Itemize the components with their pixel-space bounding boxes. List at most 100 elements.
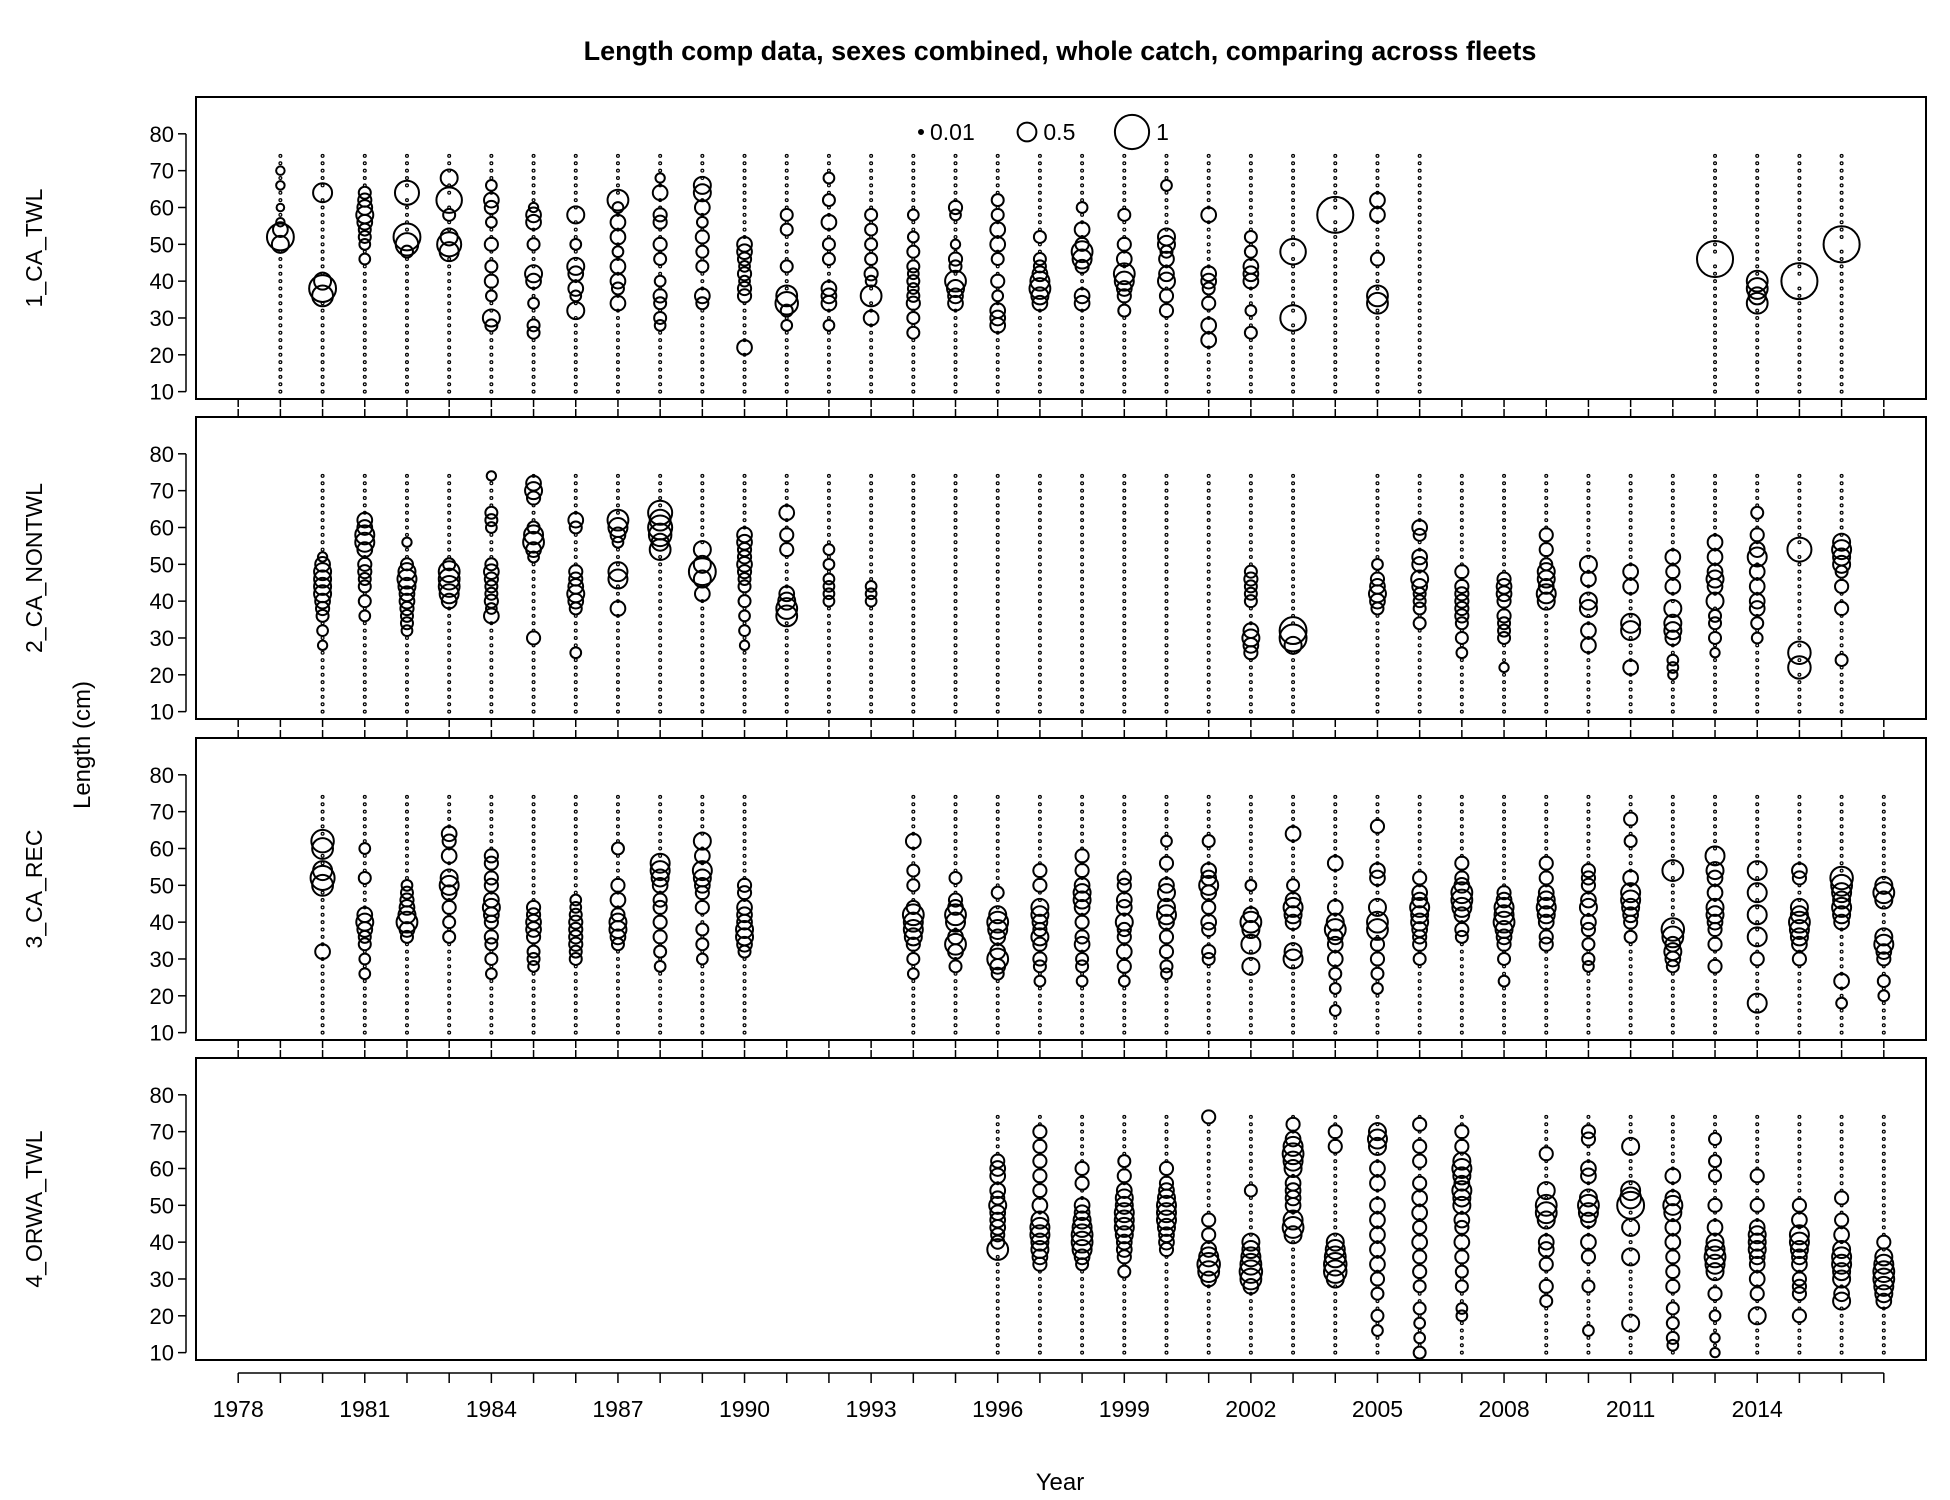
bubble xyxy=(1412,527,1427,542)
bubble xyxy=(742,212,747,217)
bubble xyxy=(1122,367,1127,372)
bubble xyxy=(1037,212,1042,217)
bubble xyxy=(1333,279,1338,284)
bubble xyxy=(1628,702,1633,707)
bubble xyxy=(1755,496,1760,501)
bubble xyxy=(1037,1284,1042,1289)
bubble xyxy=(1791,935,1808,953)
bubble xyxy=(742,694,747,699)
bubble xyxy=(742,315,747,320)
bubble xyxy=(742,382,747,387)
bubble xyxy=(1201,944,1217,960)
bubble xyxy=(1037,802,1042,807)
bubble xyxy=(1164,540,1169,545)
bubble xyxy=(1243,594,1258,609)
bubble xyxy=(911,481,916,486)
bubble xyxy=(1628,1343,1633,1348)
year-column-1997 xyxy=(1030,794,1050,1035)
bubble xyxy=(404,547,409,552)
bubble xyxy=(1755,249,1760,254)
bubble xyxy=(362,964,367,969)
bubble xyxy=(320,249,325,254)
bubble xyxy=(1291,161,1296,166)
bubble xyxy=(1498,661,1510,674)
bubble xyxy=(1580,921,1597,938)
bubble xyxy=(573,198,578,203)
bubble xyxy=(1417,315,1422,320)
bubble xyxy=(489,554,494,559)
bubble xyxy=(1417,665,1422,670)
bubble xyxy=(1832,1262,1852,1282)
bubble xyxy=(1713,1284,1718,1289)
bubble xyxy=(573,831,578,836)
bubble xyxy=(320,802,325,807)
bubble xyxy=(784,190,789,195)
bubble xyxy=(911,345,916,350)
bubble xyxy=(911,824,916,829)
bubble xyxy=(700,672,705,677)
bubble xyxy=(826,510,831,515)
bubble xyxy=(1326,899,1344,916)
bubble xyxy=(911,352,916,357)
bubble xyxy=(1072,890,1092,910)
bubble xyxy=(1797,1023,1802,1028)
year-column-1989 xyxy=(692,153,712,394)
bubble xyxy=(742,665,747,670)
bubble xyxy=(1459,979,1464,984)
bubble xyxy=(1037,176,1042,181)
bubble xyxy=(404,220,409,225)
bubble xyxy=(737,572,752,587)
bubble xyxy=(1206,824,1211,829)
bubble xyxy=(1755,220,1760,225)
bubble xyxy=(947,251,964,267)
bubble xyxy=(1417,205,1422,210)
bubble xyxy=(1291,227,1296,232)
bubble xyxy=(911,584,916,589)
bubble xyxy=(438,874,460,896)
bubble xyxy=(1333,1291,1338,1296)
bubble xyxy=(1291,205,1296,210)
bubble xyxy=(911,794,916,799)
bubble xyxy=(1113,270,1135,292)
bubble xyxy=(1713,249,1718,254)
bubble xyxy=(742,1008,747,1013)
bubble xyxy=(1371,557,1384,571)
bubble xyxy=(362,824,367,829)
bubble xyxy=(1417,702,1422,707)
bubble xyxy=(1375,1015,1380,1020)
bubble xyxy=(1122,374,1127,379)
bubble xyxy=(362,694,367,699)
bubble xyxy=(1037,1023,1042,1028)
bubble xyxy=(1366,910,1389,934)
bubble xyxy=(1459,473,1464,478)
bubble xyxy=(404,694,409,699)
bubble xyxy=(1037,389,1042,394)
bubble xyxy=(275,165,286,176)
year-column-2003 xyxy=(1281,1114,1305,1355)
bubble xyxy=(1839,212,1844,217)
bubble xyxy=(1493,896,1515,918)
bubble xyxy=(1797,315,1802,320)
bubble xyxy=(700,374,705,379)
bubble xyxy=(1788,910,1811,934)
bubble xyxy=(1291,599,1296,604)
bubble xyxy=(1459,1023,1464,1028)
bubble xyxy=(320,831,325,836)
bubble xyxy=(1333,190,1338,195)
year-column-1983 xyxy=(438,794,460,1035)
bubble xyxy=(995,374,1000,379)
bubble xyxy=(1080,1343,1085,1348)
bubble xyxy=(948,959,963,974)
bubble xyxy=(658,839,663,844)
bubble xyxy=(1417,190,1422,195)
bubble xyxy=(869,183,874,188)
bubble xyxy=(1755,242,1760,247)
bubble xyxy=(1291,584,1296,589)
bubble xyxy=(826,153,831,158)
bubble xyxy=(1122,323,1127,328)
bubble xyxy=(362,389,367,394)
bubble xyxy=(1713,389,1718,394)
bubble xyxy=(275,202,286,213)
bubble xyxy=(995,1284,1000,1289)
bubble xyxy=(995,510,1000,515)
